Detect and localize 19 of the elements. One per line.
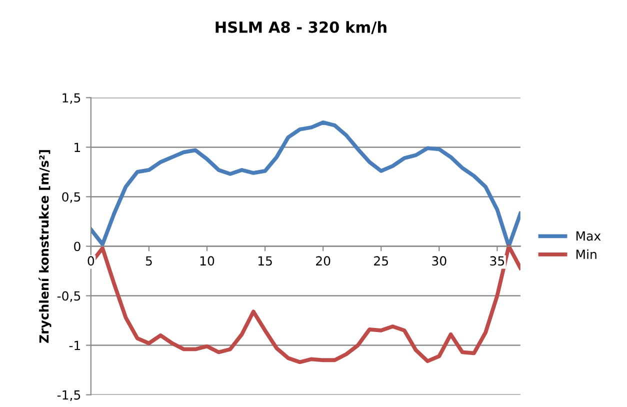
y-axis-title: Zrychlení konstrukce [m/s²] bbox=[38, 150, 52, 343]
chart-title: HSLM A8 - 320 km/h bbox=[216, 21, 386, 34]
y-tick-label: 0,5 bbox=[62, 192, 80, 203]
legend-label: Min bbox=[576, 249, 596, 259]
x-tick-label: 20 bbox=[316, 256, 330, 266]
y-tick-label: -0,5 bbox=[57, 291, 80, 302]
y-tick-label: 1,5 bbox=[62, 93, 80, 104]
legend-label: Max bbox=[576, 231, 601, 241]
x-tick-label: 35 bbox=[490, 256, 504, 266]
y-tick-label: -1 bbox=[69, 340, 80, 350]
x-tick-label: 30 bbox=[432, 256, 446, 266]
y-tick-label: 1 bbox=[74, 142, 80, 152]
y-tick-label: -1,5 bbox=[57, 390, 80, 401]
y-tick-label: 0 bbox=[74, 242, 80, 252]
x-tick-label: 15 bbox=[258, 256, 272, 266]
x-tick-label: 0 bbox=[88, 256, 94, 266]
x-tick-label: 25 bbox=[374, 256, 388, 266]
x-tick-label: 5 bbox=[146, 256, 152, 266]
x-tick-label: 10 bbox=[200, 256, 214, 266]
